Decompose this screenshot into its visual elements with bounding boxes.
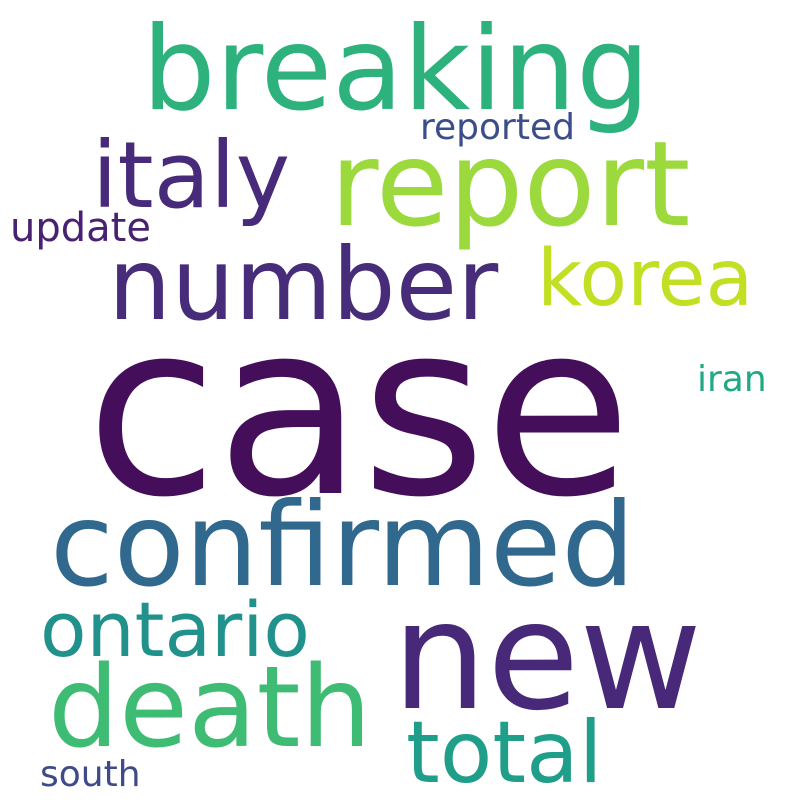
word-update: update [10, 205, 151, 251]
word-total: total [406, 703, 603, 800]
word-number: number [108, 226, 499, 343]
word-reported: reported [420, 107, 575, 148]
word-case: case [86, 270, 632, 550]
word-iran: iran [697, 359, 767, 400]
word-italy: italy [92, 122, 291, 229]
word-ontario: ontario [40, 585, 310, 674]
word-korea: korea [537, 234, 754, 324]
word-confirmed: confirmed [50, 478, 635, 613]
word-breaking: breaking [142, 2, 650, 137]
word-south: south [40, 754, 141, 795]
word-new: new [392, 570, 703, 744]
word-death: death [48, 643, 372, 773]
word-report: report [330, 115, 691, 253]
